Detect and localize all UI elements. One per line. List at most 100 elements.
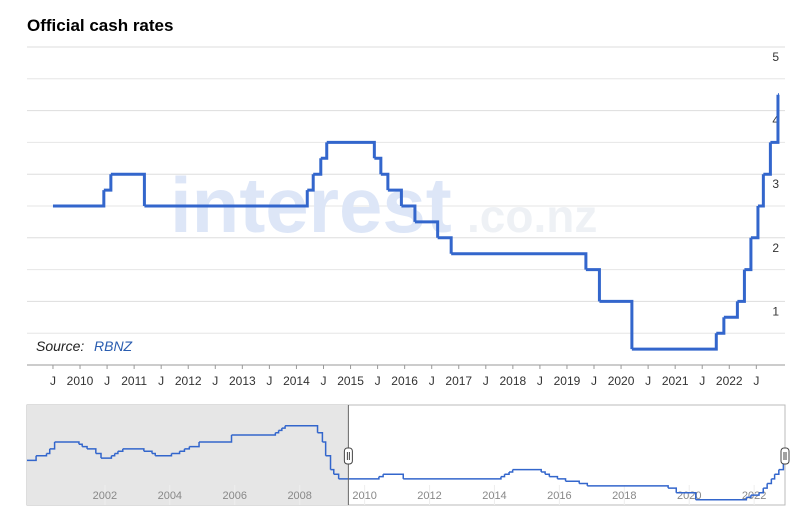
step-segment	[437, 236, 453, 254]
x-tick-label: J	[699, 374, 705, 388]
step-segment	[500, 474, 506, 478]
x-tick-label: 2021	[662, 374, 689, 388]
step-segment	[179, 448, 186, 452]
step-segment	[374, 156, 383, 175]
step-segment	[333, 473, 340, 479]
navigator-tick-label: 2002	[93, 490, 117, 502]
y-tick-label: 5	[772, 50, 779, 64]
step-segment	[101, 455, 113, 459]
navigator-handle[interactable]	[780, 447, 790, 465]
step-segment	[110, 172, 146, 206]
step-segment	[281, 425, 286, 429]
step-segment	[668, 487, 678, 493]
x-tick-label: 2011	[121, 374, 147, 388]
step-segment	[771, 474, 776, 480]
step-segment	[757, 174, 765, 208]
step-segment	[78, 443, 83, 447]
step-segment	[82, 445, 88, 449]
step-segment	[512, 468, 542, 472]
step-segment	[774, 469, 780, 476]
step-segment	[579, 482, 589, 486]
step-segment	[387, 188, 403, 206]
step-segment	[759, 488, 764, 494]
step-segment	[184, 446, 191, 450]
source-link[interactable]: RBNZ	[94, 338, 133, 354]
step-segment	[143, 450, 153, 454]
x-tick-label: J	[429, 374, 435, 388]
step-segment	[451, 252, 588, 270]
step-segment	[750, 206, 760, 240]
x-tick-label: 2016	[391, 374, 418, 388]
step-segment	[285, 425, 319, 433]
step-segment	[767, 478, 773, 485]
step-segment	[504, 471, 510, 476]
step-segment	[403, 476, 502, 480]
step-segment	[117, 448, 124, 452]
x-tick-label: 2017	[445, 374, 472, 388]
x-tick-label: 2010	[67, 374, 94, 388]
step-segment	[114, 451, 119, 455]
x-tick-label: 2019	[554, 374, 581, 388]
step-segment	[36, 453, 48, 457]
step-segment	[322, 441, 327, 456]
step-segment	[231, 432, 277, 436]
x-tick-label: J	[50, 374, 56, 388]
x-tick-label: J	[266, 374, 272, 388]
navigator-tick-label: 2010	[352, 490, 376, 502]
x-tick-label: J	[158, 374, 164, 388]
step-segment	[122, 448, 145, 452]
step-segment	[326, 140, 376, 159]
navigator-tick-label: 2016	[547, 490, 571, 502]
step-segment	[541, 471, 546, 475]
step-segment	[565, 480, 580, 484]
step-segment	[545, 473, 551, 477]
step-segment	[155, 453, 173, 457]
x-tick-label: J	[104, 374, 110, 388]
step-segment	[54, 441, 80, 445]
navigator-tick-label: 2004	[158, 490, 182, 502]
x-tick-label: 2020	[608, 374, 635, 388]
step-segment	[509, 469, 514, 473]
chart-title: Official cash rates	[27, 16, 173, 35]
step-segment	[549, 475, 559, 479]
step-segment	[414, 220, 440, 238]
source-label: Source:	[36, 338, 84, 354]
step-segment	[631, 333, 718, 351]
step-segment	[557, 478, 567, 482]
navigator-tick-label: 2008	[287, 490, 311, 502]
watermark-suffix: .co.nz	[467, 190, 597, 242]
step-segment	[103, 174, 113, 192]
step-segment	[744, 237, 753, 272]
x-tick-label: 2013	[229, 374, 256, 388]
navigator-handle[interactable]	[343, 447, 353, 465]
step-segment	[599, 299, 634, 350]
step-segment	[695, 497, 748, 501]
step-segment	[49, 441, 56, 450]
step-segment	[770, 94, 780, 144]
step-segment	[46, 448, 51, 455]
step-segment	[763, 483, 768, 489]
x-tick-label: J	[320, 374, 326, 388]
x-tick-label: 2022	[716, 374, 743, 388]
x-tick-label: 2018	[500, 374, 527, 388]
step-segment	[383, 473, 404, 479]
background-layer	[27, 46, 785, 334]
navigator-tick-label: 2018	[612, 490, 636, 502]
x-tick-label: 2015	[337, 374, 364, 388]
step-segment	[151, 452, 156, 456]
y-tick-label: 2	[772, 241, 779, 255]
x-tick-label: 2012	[175, 374, 202, 388]
x-tick-label: J	[645, 374, 651, 388]
x-tick-label: J	[753, 374, 759, 388]
y-tick-label: 1	[772, 304, 779, 318]
step-segment	[313, 158, 323, 176]
navigator-tick-label: 2014	[482, 490, 506, 502]
step-segment	[737, 269, 746, 303]
step-segment	[278, 428, 283, 432]
step-segment	[307, 174, 315, 192]
navigator-tick-label: 2006	[223, 490, 247, 502]
step-segment	[189, 441, 200, 448]
step-segment	[380, 172, 390, 191]
step-segment	[111, 453, 116, 457]
